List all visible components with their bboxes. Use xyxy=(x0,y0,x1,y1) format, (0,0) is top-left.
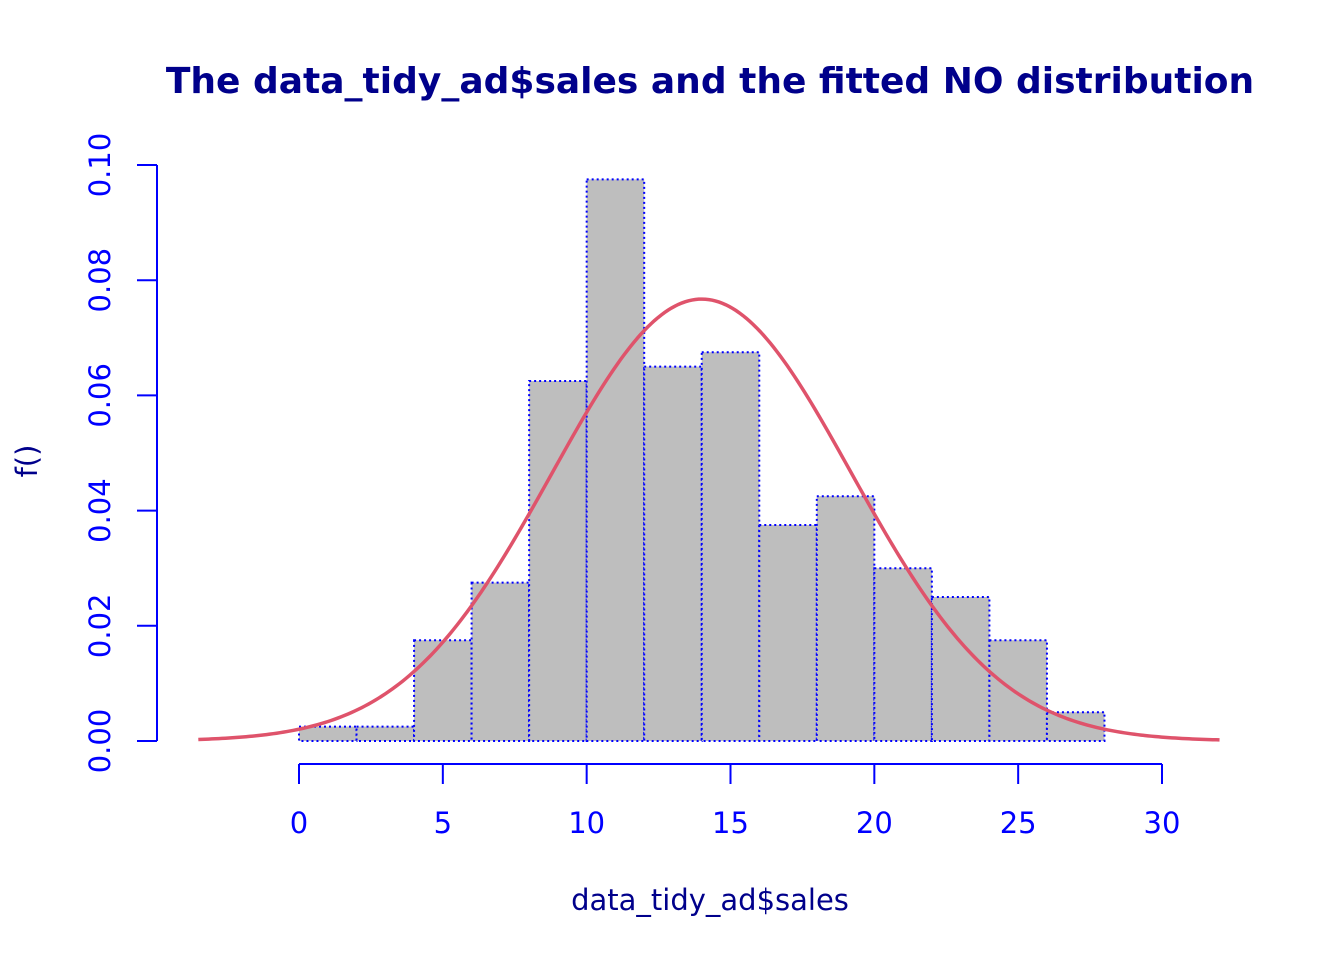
histogram-bars xyxy=(298,178,1106,743)
chart-title: The data_tidy_ad$sales and the fitted NO… xyxy=(166,61,1254,102)
y-tick-label: 0.06 xyxy=(83,363,117,428)
x-tick-label: 5 xyxy=(434,806,452,840)
y-tick-label: 0.00 xyxy=(83,709,117,774)
histogram-bar-1 xyxy=(355,725,416,742)
y-tick-label: 0.02 xyxy=(83,594,117,659)
histogram-bar-6 xyxy=(643,365,703,742)
x-tick-label: 10 xyxy=(568,806,605,840)
x-tick-label: 30 xyxy=(1144,806,1181,840)
x-tick-label: 20 xyxy=(856,806,893,840)
histogram-bar-8 xyxy=(758,524,818,742)
histogram-bar-9 xyxy=(815,495,876,743)
histogram-bar-7 xyxy=(700,351,761,742)
y-tick-label: 0.10 xyxy=(83,133,117,198)
histogram-bar-4 xyxy=(528,380,588,742)
histogram-bar-5 xyxy=(585,178,646,742)
y-tick-label: 0.08 xyxy=(83,248,117,313)
fitted-normal-curve xyxy=(198,297,1220,742)
x-axis: 0 5 10 15 20 25 30 xyxy=(290,763,1181,840)
histogram-bar-12 xyxy=(988,639,1048,743)
x-axis-label: data_tidy_ad$sales xyxy=(571,883,849,917)
y-tick-label: 0.04 xyxy=(83,478,117,543)
x-tick-label: 15 xyxy=(712,806,749,840)
histogram-bar-2 xyxy=(413,639,473,743)
y-axis-label: f() xyxy=(10,445,44,478)
fitted-curve-layer xyxy=(198,297,1220,742)
histogram-bar-0 xyxy=(298,725,358,742)
y-axis: 0.00 0.02 0.04 0.06 0.08 0.10 xyxy=(83,133,158,774)
x-tick-label: 0 xyxy=(290,806,308,840)
x-tick-label: 25 xyxy=(1000,806,1037,840)
histogram-bar-3 xyxy=(470,581,531,742)
histogram-bar-10 xyxy=(873,567,933,743)
